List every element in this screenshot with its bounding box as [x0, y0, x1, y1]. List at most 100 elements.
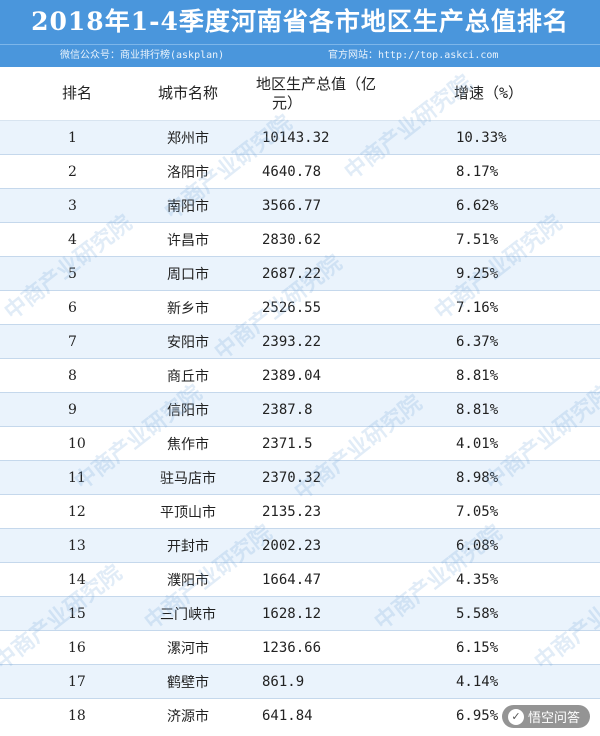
city-cell: 安阳市 [132, 324, 244, 359]
table-row: 6 新乡市 2526.55 7.16% [0, 290, 600, 325]
city-cell: 漯河市 [132, 630, 244, 665]
wechat-account: 微信公众号：商业排行榜(askplan) [60, 50, 225, 61]
header-row: 排名 城市名称 地区生产总值（亿 元） 增速（%） [0, 67, 600, 121]
growth-cell: 6.08% [394, 528, 600, 563]
table-row: 16 漯河市 1236.66 6.15% [0, 630, 600, 665]
gdp-cell: 1236.66 [244, 630, 394, 665]
table-row: 7 安阳市 2393.22 6.37% [0, 324, 600, 359]
table-row: 14 濮阳市 1664.47 4.35% [0, 562, 600, 597]
header-city: 城市名称 [132, 67, 244, 121]
city-cell: 新乡市 [132, 290, 244, 325]
gdp-cell: 1664.47 [244, 562, 394, 597]
rank-cell: 14 [0, 562, 132, 597]
rank-cell: 11 [0, 460, 132, 495]
table-row: 12 平顶山市 2135.23 7.05% [0, 494, 600, 529]
table-row: 10 焦作市 2371.5 4.01% [0, 426, 600, 461]
gdp-cell: 2830.62 [244, 222, 394, 257]
official-website: 官方网站：http://top.askci.com [328, 50, 499, 61]
header-rank: 排名 [0, 67, 132, 121]
rank-cell: 7 [0, 324, 132, 359]
city-cell: 平顶山市 [132, 494, 244, 529]
table-row: 9 信阳市 2387.8 8.81% [0, 392, 600, 427]
growth-cell: 5.58% [394, 596, 600, 631]
gdp-cell: 2002.23 [244, 528, 394, 563]
rank-cell: 9 [0, 392, 132, 427]
rank-cell: 18 [0, 698, 132, 732]
gdp-cell: 10143.32 [244, 120, 394, 155]
growth-cell: 4.35% [394, 562, 600, 597]
table-row: 4 许昌市 2830.62 7.51% [0, 222, 600, 257]
table-row: 13 开封市 2002.23 6.08% [0, 528, 600, 563]
city-cell: 济源市 [132, 698, 244, 732]
growth-cell: 7.51% [394, 222, 600, 257]
table-row: 5 周口市 2687.22 9.25% [0, 256, 600, 291]
growth-cell: 4.01% [394, 426, 600, 461]
table-row: 17 鹤壁市 861.9 4.14% [0, 664, 600, 699]
gdp-cell: 2371.5 [244, 426, 394, 461]
gdp-cell: 4640.78 [244, 154, 394, 189]
city-cell: 信阳市 [132, 392, 244, 427]
rank-cell: 2 [0, 154, 132, 189]
growth-cell: 9.25% [394, 256, 600, 291]
growth-cell: 6.37% [394, 324, 600, 359]
page-title: 2018年1-4季度河南省各市地区生产总值排名 [0, 0, 600, 44]
brand-label: 悟空问答 [527, 711, 580, 726]
table-row: 2 洛阳市 4640.78 8.17% [0, 154, 600, 189]
header-gdp-line1: 地区生产总值（亿 [256, 74, 377, 93]
growth-cell: 7.05% [394, 494, 600, 529]
city-cell: 三门峡市 [132, 596, 244, 631]
growth-cell: 7.16% [394, 290, 600, 325]
rank-cell: 1 [0, 120, 132, 155]
growth-cell: 6.62% [394, 188, 600, 223]
rank-cell: 15 [0, 596, 132, 631]
gdp-cell: 2135.23 [244, 494, 394, 529]
growth-cell: 8.17% [394, 154, 600, 189]
source-bar: 微信公众号：商业排行榜(askplan) 官方网站：http://top.ask… [0, 44, 600, 67]
gdp-cell: 2370.32 [244, 460, 394, 495]
gdp-cell: 2387.8 [244, 392, 394, 427]
growth-cell: 8.98% [394, 460, 600, 495]
rank-cell: 17 [0, 664, 132, 699]
city-cell: 焦作市 [132, 426, 244, 461]
city-cell: 开封市 [132, 528, 244, 563]
city-cell: 许昌市 [132, 222, 244, 257]
gdp-cell: 2687.22 [244, 256, 394, 291]
rank-cell: 4 [0, 222, 132, 257]
city-cell: 洛阳市 [132, 154, 244, 189]
rank-cell: 12 [0, 494, 132, 529]
table-row: 1 郑州市 10143.32 10.33% [0, 120, 600, 155]
gdp-cell: 861.9 [244, 664, 394, 699]
rank-cell: 5 [0, 256, 132, 291]
rank-cell: 3 [0, 188, 132, 223]
gdp-cell: 641.84 [244, 698, 394, 732]
growth-cell: 6.15% [394, 630, 600, 665]
wukong-logo-icon: ✓ [507, 708, 524, 725]
city-cell: 南阳市 [132, 188, 244, 223]
header-gdp: 地区生产总值（亿 元） [244, 67, 394, 121]
city-cell: 郑州市 [132, 120, 244, 155]
city-cell: 商丘市 [132, 358, 244, 393]
header-gdp-line2: 元） [272, 93, 303, 112]
growth-cell: 8.81% [394, 358, 600, 393]
gdp-cell: 3566.77 [244, 188, 394, 223]
table-row: 11 驻马店市 2370.32 8.98% [0, 460, 600, 495]
table-row: 15 三门峡市 1628.12 5.58% [0, 596, 600, 631]
rank-cell: 6 [0, 290, 132, 325]
gdp-cell: 2393.22 [244, 324, 394, 359]
rank-cell: 8 [0, 358, 132, 393]
growth-cell: 8.81% [394, 392, 600, 427]
gdp-cell: 2389.04 [244, 358, 394, 393]
gdp-cell: 2526.55 [244, 290, 394, 325]
gdp-ranking-table: 排名 城市名称 地区生产总值（亿 元） 增速（%） 1 郑州市 10143.32 10… [0, 67, 600, 732]
city-cell: 鹤壁市 [132, 664, 244, 699]
city-cell: 驻马店市 [132, 460, 244, 495]
brand-badge: ✓ 悟空问答 [501, 705, 590, 728]
growth-cell: 10.33% [394, 120, 600, 155]
gdp-cell: 1628.12 [244, 596, 394, 631]
rank-cell: 10 [0, 426, 132, 461]
rank-cell: 13 [0, 528, 132, 563]
table-row: 8 商丘市 2389.04 8.81% [0, 358, 600, 393]
city-cell: 周口市 [132, 256, 244, 291]
header-growth: 增速（%） [394, 67, 600, 121]
city-cell: 濮阳市 [132, 562, 244, 597]
